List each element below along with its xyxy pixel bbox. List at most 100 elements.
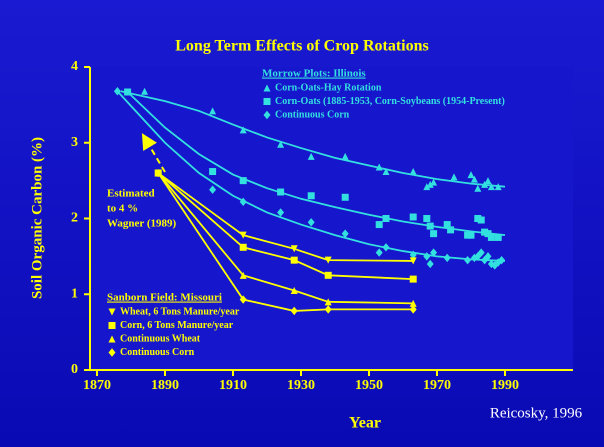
y-tick-label: 2 <box>71 211 78 226</box>
point <box>375 248 383 257</box>
x-tick-label: 1870 <box>83 378 111 393</box>
point <box>430 178 438 186</box>
point <box>467 171 475 179</box>
point <box>477 248 485 257</box>
point <box>341 229 349 238</box>
point <box>239 231 247 239</box>
point <box>426 180 434 188</box>
legend-label: Wheat, 6 Tons Manure/year <box>120 306 240 317</box>
plot-area <box>90 67 573 370</box>
point <box>290 256 298 264</box>
point <box>494 233 502 241</box>
point <box>382 215 390 222</box>
point <box>409 299 417 307</box>
legend-label: Corn, 6 Tons Manure/year <box>120 320 234 331</box>
point <box>141 87 149 95</box>
point <box>375 221 383 229</box>
legend-marker <box>108 322 116 329</box>
point <box>423 183 431 191</box>
point <box>443 253 451 263</box>
x-tick-label: 1950 <box>355 378 383 393</box>
point <box>426 259 434 269</box>
point <box>443 221 451 229</box>
point <box>239 243 247 251</box>
point <box>124 88 132 96</box>
point <box>290 245 298 253</box>
legend-marker <box>108 335 116 343</box>
legend-label: Continuous Corn <box>120 347 195 358</box>
point <box>239 295 247 304</box>
legend-title: Morrow Plots: Illinois <box>262 68 366 80</box>
point <box>290 286 298 294</box>
x-tick-label: 1910 <box>219 378 247 393</box>
point <box>409 257 417 265</box>
y-tick-label: 4 <box>71 59 78 74</box>
point <box>113 87 121 96</box>
legend-marker <box>263 84 271 92</box>
y-axis-label: Soil Organic Carbon (%) <box>29 137 45 299</box>
point <box>474 184 482 192</box>
x-tick-label: 1990 <box>491 378 519 393</box>
point <box>239 271 247 279</box>
legend-label: Corn-Oats-Hay Rotation <box>275 82 382 93</box>
point <box>277 188 285 196</box>
point <box>154 168 162 178</box>
point <box>324 305 332 314</box>
point <box>494 183 502 191</box>
point <box>409 213 417 221</box>
annotation: Wagner (1989) <box>107 218 176 230</box>
point <box>409 168 417 176</box>
x-tick-label: 1970 <box>423 378 451 393</box>
point <box>239 126 247 134</box>
estimate-arrow <box>141 133 166 173</box>
x-tick-label: 1930 <box>287 378 315 393</box>
point <box>382 243 390 252</box>
point <box>375 163 383 171</box>
fit-line <box>120 90 506 188</box>
point <box>430 248 438 257</box>
point <box>484 252 492 261</box>
point <box>239 177 247 185</box>
point <box>484 177 492 185</box>
credit: Reicosky, 1996 <box>490 405 583 421</box>
chart-title: Long Term Effects of Crop Rotations <box>175 38 428 55</box>
point <box>447 226 455 234</box>
point <box>487 233 495 241</box>
point <box>487 183 495 191</box>
point <box>430 230 438 238</box>
point <box>426 222 434 230</box>
annotation: Estimated <box>107 188 155 200</box>
point <box>423 215 431 222</box>
fit-line <box>116 90 506 262</box>
point <box>324 256 332 264</box>
point <box>382 168 390 176</box>
legend-label: Continuous Wheat <box>120 333 201 344</box>
point <box>239 197 247 207</box>
legend-marker <box>108 308 116 316</box>
legend-marker <box>108 348 116 357</box>
point <box>409 275 417 283</box>
x-axis-label: Year <box>349 415 381 432</box>
point <box>324 298 332 306</box>
legend-marker <box>263 110 271 120</box>
x-tick-label: 1890 <box>151 378 179 393</box>
point <box>307 192 315 200</box>
y-tick-label: 3 <box>71 135 78 150</box>
point <box>341 193 349 201</box>
point <box>277 140 285 148</box>
point <box>423 252 431 261</box>
legend-marker <box>263 98 271 105</box>
point <box>477 216 485 224</box>
point <box>209 168 217 176</box>
legend-label: Corn-Oats (1885-1953, Corn-Soybeans (195… <box>275 96 505 107</box>
point <box>464 255 472 265</box>
point <box>290 306 298 316</box>
point <box>277 208 285 217</box>
point <box>209 185 217 194</box>
point <box>307 218 315 227</box>
point <box>409 305 417 314</box>
point <box>467 231 475 239</box>
fit-line <box>126 91 506 237</box>
point <box>470 175 478 183</box>
legend-label: Continuous Corn <box>275 109 350 120</box>
